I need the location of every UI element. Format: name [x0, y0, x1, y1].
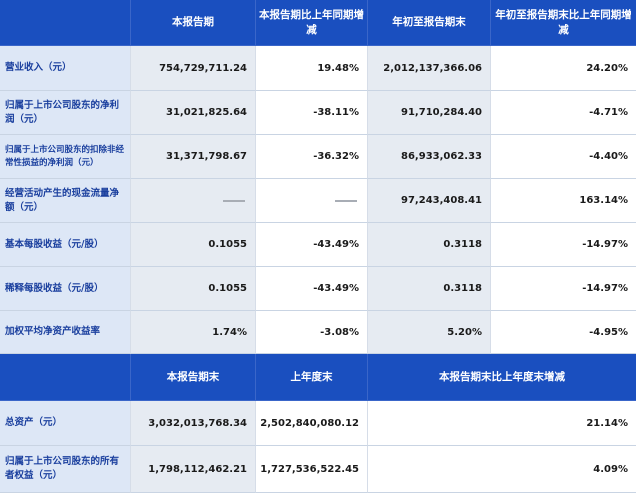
cell-value: 0.1055 [131, 267, 256, 311]
row-label: 稀释每股收益（元/股） [0, 267, 131, 311]
header-change: 本报告期末比上年度末增减 [368, 354, 636, 401]
header-ytd: 年初至报告期末 [368, 0, 491, 46]
cell-value: 5.20% [368, 311, 491, 354]
cell-value: 91,710,284.40 [368, 91, 491, 135]
header-blank [0, 0, 131, 46]
header-ytd-yoy: 年初至报告期末比上年同期增减 [491, 0, 636, 46]
cell-value: 1.74% [131, 311, 256, 354]
cell-value: -36.32% [256, 135, 368, 179]
dash-mark [335, 199, 357, 202]
cell-value: 31,021,825.64 [131, 91, 256, 135]
row-label: 归属于上市公司股东的净利润（元） [0, 91, 131, 135]
cell-value: -14.97% [491, 267, 636, 311]
cell-value: 163.14% [491, 179, 636, 223]
table-row-net-profit-deducted: 归属于上市公司股东的扣除非经常性损益的净利润（元） 31,371,798.67 … [0, 135, 636, 179]
row-label: 归属于上市公司股东的扣除非经常性损益的净利润（元） [0, 135, 131, 179]
cell-value: 31,371,798.67 [131, 135, 256, 179]
cell-value: 4.09% [368, 446, 636, 493]
row-label: 总资产（元） [0, 401, 131, 446]
cell-value: 2,502,840,080.12 [256, 401, 368, 446]
table-row-weighted-roe: 加权平均净资产收益率 1.74% -3.08% 5.20% -4.95% [0, 311, 636, 354]
cell-value: 19.48% [256, 46, 368, 91]
cell-value: 86,933,062.33 [368, 135, 491, 179]
cell-value: 3,032,013,768.34 [131, 401, 256, 446]
row-label: 归属于上市公司股东的所有者权益（元） [0, 446, 131, 493]
header-current-period-yoy: 本报告期比上年同期增减 [256, 0, 368, 46]
table-row-diluted-eps: 稀释每股收益（元/股） 0.1055 -43.49% 0.3118 -14.97… [0, 267, 636, 311]
cell-value: -43.49% [256, 223, 368, 267]
cell-value: 754,729,711.24 [131, 46, 256, 91]
table-row-revenue: 营业收入（元） 754,729,711.24 19.48% 2,012,137,… [0, 46, 636, 91]
table-row-total-assets: 总资产（元） 3,032,013,768.34 2,502,840,080.12… [0, 401, 636, 446]
cell-value: -3.08% [256, 311, 368, 354]
header-current-period: 本报告期 [131, 0, 256, 46]
table-row-basic-eps: 基本每股收益（元/股） 0.1055 -43.49% 0.3118 -14.97… [0, 223, 636, 267]
cell-value: 1,798,112,462.21 [131, 446, 256, 493]
cell-value: 0.3118 [368, 223, 491, 267]
cell-value: 97,243,408.41 [368, 179, 491, 223]
table-row-equity: 归属于上市公司股东的所有者权益（元） 1,798,112,462.21 1,72… [0, 446, 636, 493]
cell-value: 1,727,536,522.45 [256, 446, 368, 493]
cell-value: 24.20% [491, 46, 636, 91]
cell-value: -4.71% [491, 91, 636, 135]
row-label: 加权平均净资产收益率 [0, 311, 131, 354]
table-row-operating-cash-flow: 经营活动产生的现金流量净额（元） 97,243,408.41 163.14% [0, 179, 636, 223]
header-prior-year-end: 上年度末 [256, 354, 368, 401]
cell-value: -43.49% [256, 267, 368, 311]
row-label: 营业收入（元） [0, 46, 131, 91]
cell-value: 0.3118 [368, 267, 491, 311]
cell-value: 0.1055 [131, 223, 256, 267]
row-label: 基本每股收益（元/股） [0, 223, 131, 267]
row-label: 经营活动产生的现金流量净额（元） [0, 179, 131, 223]
table1-header: 本报告期 本报告期比上年同期增减 年初至报告期末 年初至报告期末比上年同期增减 [0, 0, 636, 46]
cell-value: -4.40% [491, 135, 636, 179]
cell-value: -14.97% [491, 223, 636, 267]
header-blank [0, 354, 131, 401]
header-period-end: 本报告期末 [131, 354, 256, 401]
table-row-net-profit: 归属于上市公司股东的净利润（元） 31,021,825.64 -38.11% 9… [0, 91, 636, 135]
cell-value: 21.14% [368, 401, 636, 446]
cell-value: -38.11% [256, 91, 368, 135]
cell-value: 2,012,137,366.06 [368, 46, 491, 91]
cell-value-empty [256, 179, 368, 223]
cell-value-empty [131, 179, 256, 223]
table2-header: 本报告期末 上年度末 本报告期末比上年度末增减 [0, 354, 636, 401]
dash-mark [223, 199, 245, 202]
cell-value: -4.95% [491, 311, 636, 354]
